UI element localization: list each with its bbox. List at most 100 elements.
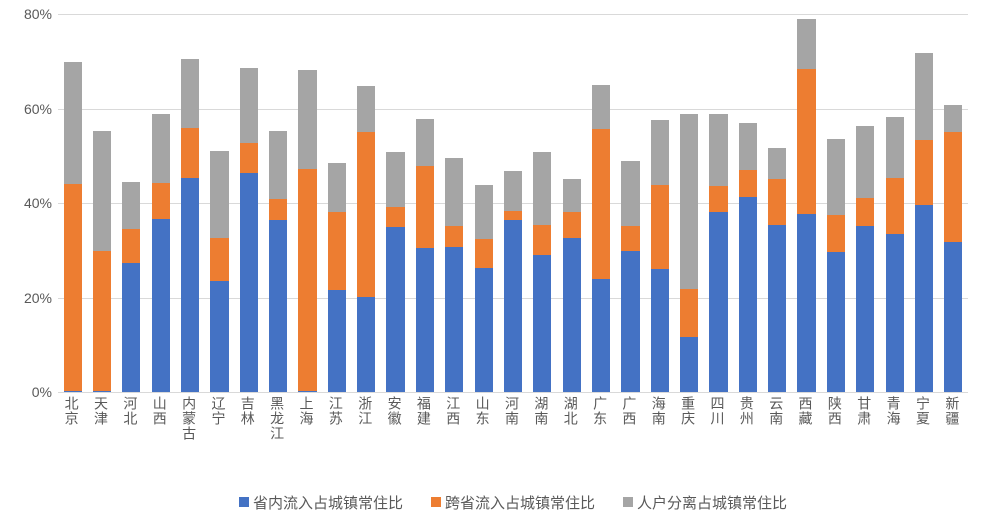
bar-column	[563, 14, 581, 392]
y-axis-labels: 0%20%40%60%80%	[0, 14, 58, 392]
x-tick-label: 湖南	[533, 396, 551, 426]
x-tick-label: 上海	[299, 396, 317, 426]
bar-segment	[709, 186, 727, 212]
bar-segment	[651, 269, 669, 392]
x-tick-label: 甘肃	[856, 396, 874, 426]
bar-segment	[386, 207, 404, 227]
bar-segment	[445, 226, 463, 248]
bar-segment	[64, 391, 82, 392]
bar-segment	[886, 117, 904, 177]
bar-segment	[416, 166, 434, 248]
bar-segment	[797, 69, 815, 215]
bar-segment	[269, 220, 287, 392]
bar-segment	[64, 184, 82, 391]
bar-segment	[827, 139, 845, 216]
legend-item: 人户分离占城镇常住比	[623, 492, 787, 513]
y-tick-label: 80%	[24, 6, 52, 22]
bar-segment	[592, 85, 610, 129]
bar-segment	[827, 215, 845, 252]
bar-segment	[416, 248, 434, 392]
bar-column	[915, 14, 933, 392]
x-tick-label: 重庆	[680, 396, 698, 426]
bar-segment	[563, 179, 581, 212]
legend-item: 跨省流入占城镇常住比	[431, 492, 595, 513]
bar-segment	[621, 161, 639, 225]
bar-segment	[944, 242, 962, 392]
bar-column	[768, 14, 786, 392]
bar-segment	[475, 185, 493, 239]
x-tick-label: 青海	[886, 396, 904, 426]
bar-segment	[445, 247, 463, 392]
bar-segment	[768, 225, 786, 392]
x-tick-label: 宁夏	[915, 396, 933, 426]
bar-segment	[768, 179, 786, 224]
bar-segment	[739, 123, 757, 170]
bar-column	[269, 14, 287, 392]
bar-column	[475, 14, 493, 392]
bar-segment	[504, 220, 522, 392]
bar-segment	[93, 131, 111, 251]
bar-segment	[680, 289, 698, 337]
plot-area	[58, 14, 968, 392]
x-tick-label: 山西	[152, 396, 170, 426]
legend-label: 省内流入占城镇常住比	[253, 492, 403, 513]
legend-swatch	[239, 497, 249, 507]
bar-column	[328, 14, 346, 392]
bar-column	[386, 14, 404, 392]
x-tick-label: 贵州	[739, 396, 757, 426]
bars	[58, 14, 968, 392]
x-tick-label: 河南	[504, 396, 522, 426]
bar-segment	[122, 182, 140, 229]
x-tick-label: 北京	[64, 396, 82, 426]
bar-segment	[298, 169, 316, 391]
bar-column	[504, 14, 522, 392]
bar-segment	[386, 152, 404, 207]
bar-column	[944, 14, 962, 392]
bar-segment	[856, 226, 874, 392]
bar-segment	[240, 68, 258, 143]
x-tick-label: 山东	[475, 396, 493, 426]
bar-segment	[915, 140, 933, 205]
legend-label: 跨省流入占城镇常住比	[445, 492, 595, 513]
bar-segment	[944, 132, 962, 242]
bar-column	[210, 14, 228, 392]
bar-column	[533, 14, 551, 392]
bar-segment	[357, 86, 375, 132]
x-tick-label: 海南	[651, 396, 669, 426]
bar-segment	[592, 129, 610, 278]
bar-segment	[152, 183, 170, 219]
bar-segment	[592, 279, 610, 392]
bar-segment	[64, 62, 82, 184]
y-tick-label: 60%	[24, 101, 52, 117]
x-tick-label: 陕西	[827, 396, 845, 426]
bar-segment	[797, 214, 815, 392]
bar-segment	[269, 199, 287, 219]
x-tick-label: 湖北	[563, 396, 581, 426]
bar-segment	[122, 229, 140, 263]
bar-column	[827, 14, 845, 392]
bar-segment	[152, 219, 170, 392]
bar-column	[621, 14, 639, 392]
bar-column	[709, 14, 727, 392]
bar-segment	[475, 268, 493, 392]
bar-segment	[357, 297, 375, 392]
bar-segment	[680, 337, 698, 392]
x-tick-label: 四川	[709, 396, 727, 426]
bar-segment	[533, 225, 551, 255]
bar-segment	[709, 212, 727, 392]
bar-segment	[739, 170, 757, 197]
bar-column	[886, 14, 904, 392]
bar-segment	[680, 114, 698, 289]
bar-segment	[240, 143, 258, 173]
bar-segment	[621, 251, 639, 392]
bar-column	[739, 14, 757, 392]
bar-column	[680, 14, 698, 392]
bar-segment	[886, 178, 904, 235]
bar-segment	[621, 226, 639, 252]
bar-column	[856, 14, 874, 392]
bar-segment	[768, 148, 786, 179]
x-tick-label: 广西	[621, 396, 639, 426]
bar-segment	[504, 171, 522, 211]
bar-segment	[122, 263, 140, 392]
bar-column	[651, 14, 669, 392]
